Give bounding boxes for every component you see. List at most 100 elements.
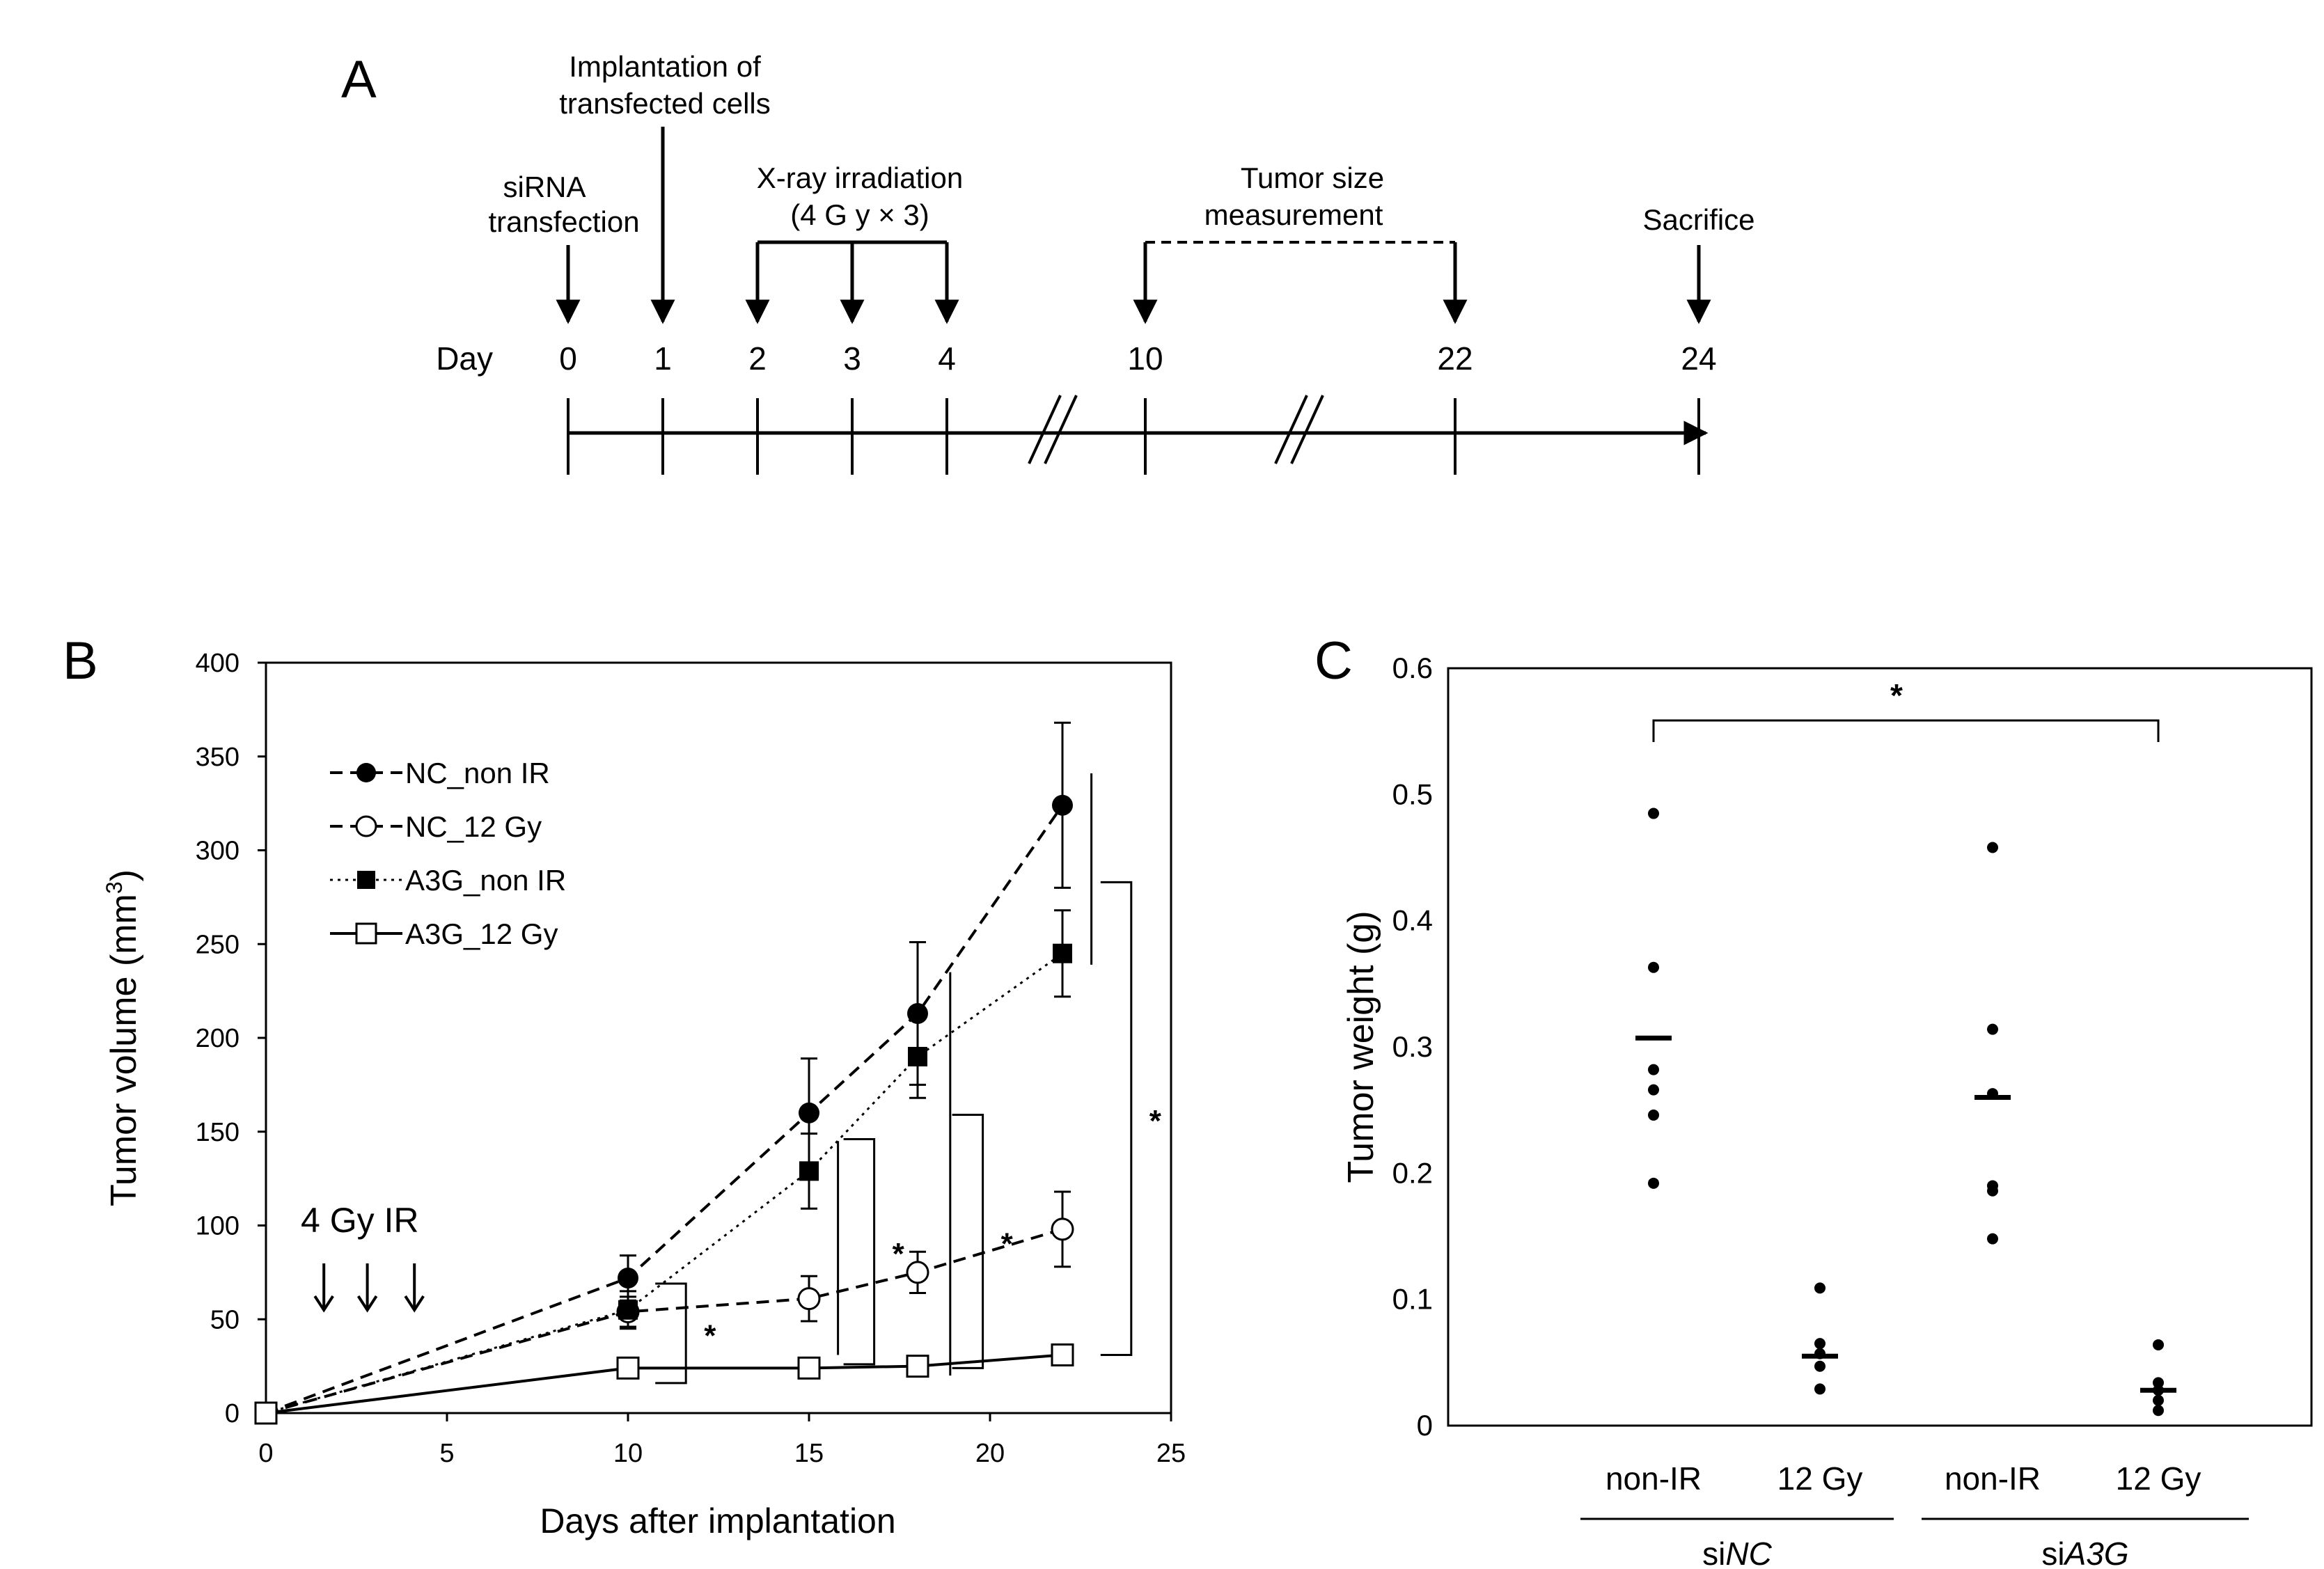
legend-label-2: A3G_non IR (405, 864, 566, 897)
dot-g2-1 (1987, 1023, 1998, 1035)
measurement-label-1: Tumor size (1241, 161, 1384, 194)
irradiation-label-2: (4 G y × 3) (790, 198, 929, 231)
legend-marker-1 (355, 815, 377, 837)
y-tick-label-250: 250 (196, 930, 240, 959)
marker-s0-p3 (907, 1002, 928, 1024)
ir-arrow-head-1 (356, 1295, 378, 1313)
marker-s1-p3 (906, 1261, 929, 1284)
day-label-1: 1 (654, 340, 672, 377)
dot-g1-0 (1814, 1282, 1826, 1294)
day-label-3: 3 (843, 340, 861, 377)
sirna-name-0: NC (1725, 1536, 1772, 1569)
x-axis-label: Days after implantation (540, 1501, 895, 1540)
day-label-22: 22 (1437, 340, 1473, 377)
y-tick-label-0.2: 0.2 (1392, 1156, 1433, 1189)
significance-bracket-3 (1100, 881, 1133, 1356)
significance-star-2: * (1001, 1227, 1014, 1261)
y-tick-label-200: 200 (196, 1024, 240, 1053)
significance-star-0: * (704, 1318, 716, 1353)
irradiation-label-1: X-ray irradiation (757, 161, 963, 194)
ir-arrow-head-2 (404, 1295, 425, 1313)
plot-frame (265, 661, 1172, 1414)
series-line-0 (265, 804, 1064, 1414)
y-axis-label: Tumor volume (mm3) (102, 869, 144, 1206)
legend-marker-3 (355, 922, 377, 945)
y-axis-label-superscript: 3 (102, 881, 127, 894)
dot-g0-1 (1648, 961, 1659, 973)
series-lines (265, 804, 1064, 1414)
timeline-ticks (567, 398, 1700, 475)
ir-arrow-head-0 (313, 1295, 334, 1313)
measurement-label-2: measurement (1204, 198, 1383, 231)
y-tick-label-0.3: 0.3 (1392, 1030, 1433, 1063)
y-tick-label-0.5: 0.5 (1392, 778, 1433, 810)
dot-g0-4 (1648, 1109, 1659, 1121)
marker-s3-p3 (906, 1355, 929, 1378)
x-tick-label-20: 20 (975, 1439, 1005, 1468)
panel-a-timeline: A Day 0 1 2 3 4 10 22 24 siRNA transfection Imp… (341, 50, 1755, 475)
marker-s3-p4 (1051, 1343, 1074, 1366)
y-axis-label: Tumor weight (g) (1341, 910, 1381, 1183)
day-labels: 0 1 2 3 4 10 22 24 (559, 340, 1716, 377)
sirna-prefix-1: si (2041, 1536, 2064, 1569)
significance-brackets: * * * * (655, 773, 1162, 1385)
ir-annotation-label: 4 Gy IR (301, 1201, 418, 1240)
legend-label-3: A3G_12 Gy (405, 917, 558, 950)
marker-s0-p1 (618, 1267, 638, 1288)
dot-g2-5 (1987, 1233, 1998, 1245)
transfection-label-1: siRNA (503, 171, 586, 203)
y-axis-label-close: ) (104, 869, 144, 881)
day-label-10: 10 (1127, 340, 1163, 377)
day-label-2: 2 (748, 340, 767, 377)
marker-s2-p3 (908, 1046, 927, 1066)
legend: NC_non IR NC_12 Gy A3G_non IR A3G_12 Gy (330, 757, 566, 950)
sirna-name-1: A3G (2063, 1536, 2129, 1569)
ir-annotation: 4 Gy IR (301, 1201, 425, 1313)
series-line-1 (265, 1227, 1063, 1414)
y-tick-label-300: 300 (196, 837, 240, 866)
dot-g1-3 (1814, 1360, 1826, 1372)
y-tick-label-0: 0 (1417, 1409, 1433, 1442)
dot-g2-4 (1987, 1185, 1998, 1197)
panel-c-tumor-weight-chart: C 0 0.1 0.2 0.3 0.4 0.5 0.6 * non-IR 12 Gy non-I… (1314, 631, 2313, 1569)
legend-label-0: NC_non IR (405, 757, 550, 789)
day-label-24: 24 (1681, 340, 1716, 377)
series-line-2 (265, 952, 1063, 1414)
group-label-2: non-IR (1945, 1460, 2041, 1497)
y-tick-label-100: 100 (196, 1212, 240, 1241)
dot-g0-5 (1648, 1177, 1659, 1189)
sirna-label-0: siNC (1702, 1536, 1772, 1569)
dot-g1-1 (1814, 1338, 1826, 1350)
dot-g3-0 (2153, 1339, 2164, 1350)
x-tick-label-15: 15 (794, 1439, 824, 1468)
axis-ticks: 0 50 100 150 200 250 300 350 400 0 5 10 15 20 25 (196, 649, 1186, 1468)
legend-marker-2 (357, 871, 375, 889)
marker-s2-p1 (618, 1300, 638, 1320)
significance-star: * (1890, 677, 1903, 713)
significance-bracket (1652, 719, 2160, 742)
error-bars (620, 721, 1071, 1373)
transfection-label-2: transfection (488, 205, 639, 238)
panel-b-label: B (63, 631, 98, 691)
y-tick-label-50: 50 (210, 1305, 240, 1334)
significance-bracket-1 (843, 1138, 876, 1366)
y-tick-label-0: 0 (225, 1399, 240, 1428)
y-tick-label-400: 400 (196, 649, 240, 678)
implantation-label-2: transfected cells (559, 87, 770, 120)
data-markers (254, 794, 1074, 1425)
group-label-0: non-IR (1605, 1460, 1702, 1497)
implantation-label-1: Implantation of (569, 50, 761, 83)
marker-s2-p2 (799, 1161, 819, 1181)
y-tick-label-0.4: 0.4 (1392, 904, 1433, 937)
y-tick-label-350: 350 (196, 743, 240, 772)
x-tick-label-0: 0 (258, 1439, 273, 1468)
legend-label-1: NC_12 Gy (405, 810, 542, 843)
panel-a-label: A (341, 50, 377, 109)
marker-s0-p2 (799, 1102, 819, 1123)
group-label-1: 12 Gy (1777, 1460, 1863, 1497)
marker-s0-p4 (1052, 794, 1073, 816)
dot-g3-3 (2153, 1394, 2164, 1406)
dot-g3-4 (2153, 1405, 2164, 1417)
significance-star-1: * (893, 1237, 905, 1271)
